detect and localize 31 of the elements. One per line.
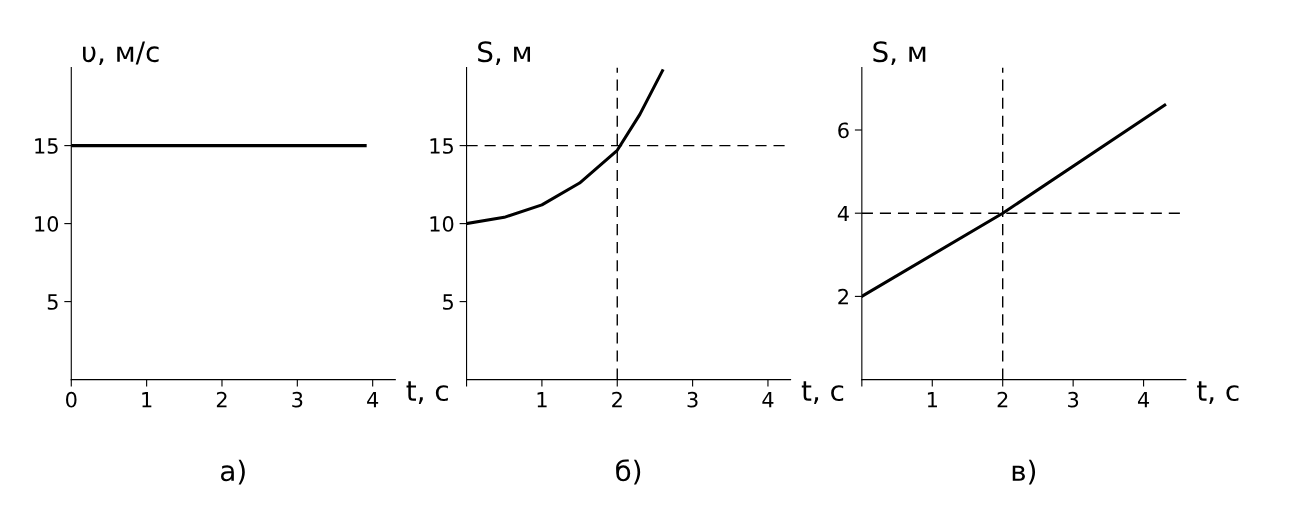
x-tick-label: 0	[66, 391, 77, 408]
x-tick-label: 1	[927, 392, 937, 408]
x-axis-title: t, с	[1197, 381, 1239, 404]
x-tick-label: 1	[537, 392, 547, 408]
x-axis-title: t, с	[406, 381, 448, 404]
x-tick-label: 2	[997, 391, 1008, 408]
x-tick-label: 4	[367, 392, 379, 408]
x-tick-label: 4	[1137, 392, 1150, 408]
y-axis-title: S, м	[873, 41, 926, 66]
text: а)	[221, 459, 245, 485]
x-tick-label: 3	[1068, 391, 1079, 408]
x-tick-label: 1	[142, 392, 152, 408]
y-axis-title: υ, м/с	[83, 41, 159, 66]
x-axis-title: t, с	[801, 381, 844, 404]
y-axis-title: S, м	[478, 41, 531, 66]
x-tick-label: 2	[216, 391, 227, 408]
x-tick-label: 3	[687, 391, 698, 408]
x-tick-label: 2	[612, 391, 622, 408]
y-tick-label: 10	[430, 216, 454, 232]
y-tick-label: 5	[47, 294, 58, 310]
y-tick-label: 10	[35, 216, 59, 232]
y-tick-label: 15	[430, 138, 453, 154]
x-tick-label: 4	[762, 392, 774, 408]
y-tick-label: 6	[838, 122, 849, 139]
y-tick-label: 5	[443, 294, 453, 310]
y-tick-label: 4	[837, 205, 849, 222]
text: в)	[1012, 459, 1036, 485]
y-tick-label: 15	[35, 138, 58, 154]
y-tick-label: 2	[838, 288, 848, 305]
text: б)	[616, 459, 641, 485]
x-tick-label: 3	[292, 391, 303, 408]
